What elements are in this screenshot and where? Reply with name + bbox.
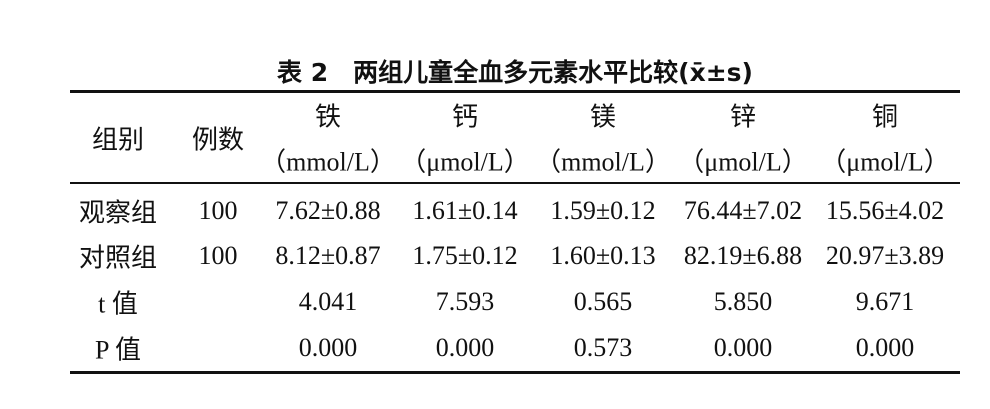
column-unit: （μmol/L）	[820, 147, 950, 177]
row-count: 100	[198, 196, 238, 225]
column-header: 锌	[729, 102, 757, 132]
cell-value: 0.573	[573, 333, 633, 362]
cell-value: 5.850	[713, 287, 773, 316]
row-label: 观察组	[78, 198, 158, 228]
cell-value: 0.000	[435, 333, 495, 362]
column-unit: （mmol/L）	[535, 147, 671, 177]
cell-value: 82.19±6.88	[683, 241, 803, 270]
cell-value: 1.61±0.14	[412, 196, 518, 225]
column-header: 铜	[871, 102, 899, 132]
header-rule	[70, 182, 960, 184]
cell-value: 0.000	[298, 333, 358, 362]
cell-value: 0.565	[573, 287, 633, 316]
row-label: 对照组	[78, 243, 158, 273]
column-header: 钙	[451, 102, 479, 132]
cell-value: 20.97±3.89	[825, 241, 945, 270]
row-count: 100	[198, 241, 238, 270]
cell-value: 8.12±0.87	[275, 241, 381, 270]
cell-value: 1.75±0.12	[412, 241, 518, 270]
row-label: t 值	[98, 289, 138, 319]
cell-value: 4.041	[298, 287, 358, 316]
cell-value: 9.671	[855, 287, 915, 316]
cell-value: 1.60±0.13	[550, 241, 656, 270]
cell-value: 7.593	[435, 287, 495, 316]
cell-value: 7.62±0.88	[275, 196, 381, 225]
column-header: 例数	[191, 125, 245, 155]
cell-value: 76.44±7.02	[683, 196, 803, 225]
column-unit: （μmol/L）	[400, 147, 530, 177]
cell-value: 1.59±0.12	[550, 196, 656, 225]
column-header: 组别	[91, 125, 145, 155]
column-unit: （mmol/L）	[260, 147, 396, 177]
column-header: 镁	[589, 102, 617, 132]
row-label: P 值	[95, 335, 141, 365]
column-unit: （μmol/L）	[678, 147, 808, 177]
column-header: 铁	[314, 102, 342, 132]
cell-value: 15.56±4.02	[825, 196, 945, 225]
table-title: 表 2 两组儿童全血多元素水平比较(x̄±s)	[277, 58, 753, 87]
bottom-rule	[70, 371, 960, 374]
top-rule	[70, 90, 960, 93]
cell-value: 0.000	[713, 333, 773, 362]
cell-value: 0.000	[855, 333, 915, 362]
